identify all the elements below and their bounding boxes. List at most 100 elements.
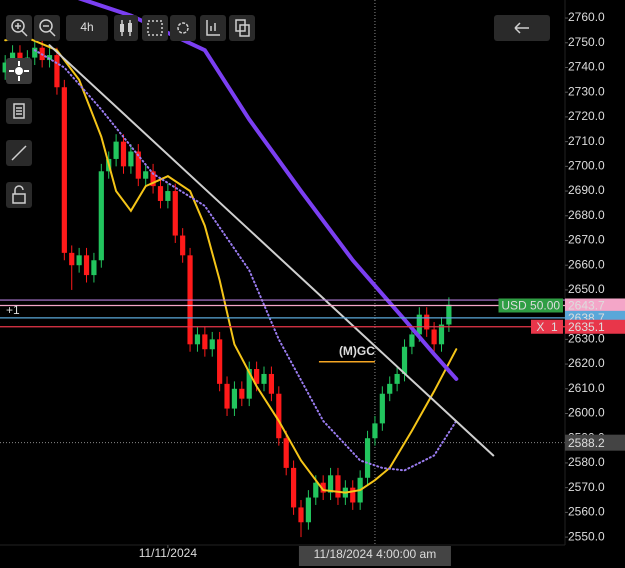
order-tag-box	[531, 319, 563, 334]
indicator-line	[48, 44, 495, 457]
candle-body	[431, 329, 437, 345]
crosshair-x-box	[298, 546, 451, 566]
toolbar: 4h	[6, 15, 550, 41]
candle-body	[46, 55, 53, 61]
lock-tool[interactable]	[6, 182, 32, 208]
y-tick-label: 2730.0	[568, 84, 605, 98]
candle-body	[268, 373, 275, 394]
y-tick-label: 2650.0	[568, 282, 605, 296]
candle-body	[224, 383, 230, 409]
candle-body	[364, 438, 371, 478]
candle-body	[9, 52, 16, 63]
y-tick-label: 2660.0	[568, 257, 605, 271]
candle-body	[180, 235, 186, 256]
price-level-label: 2635.1	[568, 320, 605, 334]
y-tick-label: 2700.0	[568, 159, 605, 173]
indicator-line	[33, 49, 458, 472]
candle-body	[91, 260, 97, 276]
drawing-toolbar	[6, 58, 32, 208]
crosshair-y-label: 2588.2	[568, 436, 605, 450]
candle-body	[290, 467, 297, 508]
y-tick-label: 2600.0	[568, 406, 605, 420]
y-tick-label: 2750.0	[568, 35, 605, 49]
y-tick-label: 2580.0	[568, 455, 605, 469]
y-tick-label: 2560.0	[568, 505, 605, 519]
price-level-label: 2643.7	[568, 299, 605, 313]
x-tick-label: 11/11/2024	[139, 546, 198, 560]
candle-body	[350, 487, 356, 503]
candle-body	[379, 393, 385, 424]
candle-body	[202, 334, 208, 350]
candle-body	[76, 255, 82, 266]
candle-body	[98, 171, 104, 261]
interval-button[interactable]: 4h	[66, 15, 108, 41]
y-tick-label: 2740.0	[568, 60, 605, 74]
candle-body	[194, 334, 201, 345]
y-tick-label: 2610.0	[568, 381, 605, 395]
crosshair-x-label: 11/18/2024 4:00:00 am	[314, 547, 437, 561]
back-button[interactable]	[494, 15, 550, 41]
candle-body	[2, 62, 8, 73]
candle-body	[305, 497, 311, 523]
y-tick-label: 2550.0	[568, 529, 605, 543]
indicators-button[interactable]	[200, 15, 226, 41]
candle-body	[69, 252, 75, 266]
candle-body	[313, 482, 319, 498]
candle-body	[150, 171, 156, 187]
y-tick-label: 2670.0	[568, 233, 605, 247]
candle-body	[246, 369, 252, 399]
y-tick-label: 2690.0	[568, 183, 605, 197]
candle-body	[394, 373, 400, 384]
y-tick-label: 2630.0	[568, 332, 605, 346]
order-tag: X 1	[536, 320, 558, 334]
candle-body	[32, 47, 38, 58]
candle-body	[254, 369, 260, 384]
candle-body	[54, 55, 60, 88]
y-tick-label: 2710.0	[568, 134, 605, 148]
candle-body	[143, 171, 149, 179]
crosshair-tool[interactable]	[6, 58, 32, 84]
order-tag-box	[498, 298, 563, 313]
price-level-box	[565, 319, 625, 334]
indicator-line	[4, 36, 458, 494]
candle-body	[446, 304, 452, 325]
candle-body	[438, 324, 445, 345]
y-tick-label: 2720.0	[568, 109, 605, 123]
candle-body	[61, 87, 67, 253]
candle-body	[276, 393, 282, 439]
y-tick-label: 2570.0	[568, 480, 605, 494]
candle-body	[231, 388, 238, 409]
candle-body	[157, 186, 164, 201]
candle-body	[401, 346, 408, 374]
candle-body	[261, 373, 267, 384]
candle-body	[283, 438, 289, 468]
y-tick-label: 2680.0	[568, 208, 605, 222]
candle-body	[172, 191, 178, 236]
copy-button[interactable]	[229, 15, 255, 41]
candle-body	[83, 255, 90, 276]
candle-body	[416, 314, 422, 335]
candle-body	[387, 383, 393, 394]
candle-body	[327, 475, 334, 493]
zoom-out-button[interactable]	[34, 15, 60, 41]
chart-type-button[interactable]	[114, 15, 138, 41]
candle-body	[120, 141, 127, 167]
select-button[interactable]	[142, 15, 168, 41]
interval-label: 4h	[80, 20, 93, 34]
position-note: +1	[6, 303, 20, 317]
candle-body	[298, 507, 304, 523]
candle-body	[335, 475, 341, 498]
price-level-box	[565, 298, 625, 313]
candle-body	[239, 388, 245, 399]
candle-body	[409, 334, 415, 347]
line-tool[interactable]	[6, 140, 32, 166]
candle-body	[113, 141, 119, 159]
settings-button[interactable]	[170, 15, 196, 41]
candle-body	[209, 339, 215, 350]
note-tool[interactable]	[6, 98, 32, 124]
y-tick-label: 2760.0	[568, 10, 605, 24]
zoom-in-button[interactable]	[6, 15, 32, 41]
crosshair-y-box	[565, 434, 625, 451]
candle-body	[128, 151, 134, 167]
